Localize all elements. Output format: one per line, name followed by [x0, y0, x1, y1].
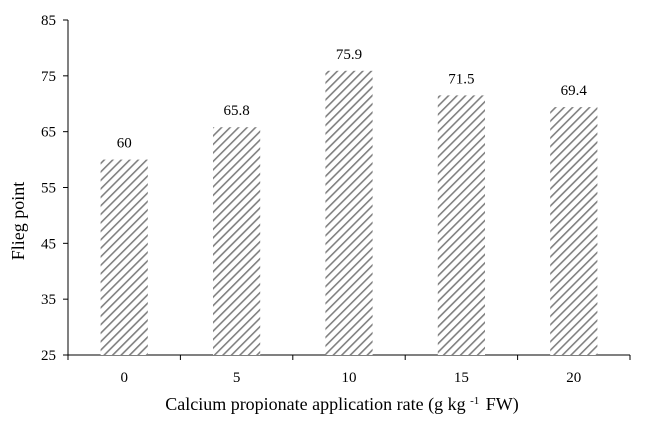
x-axis-title-main: Calcium propionate application rate (g k…: [165, 394, 470, 415]
data-labels: 60 65.8 75.9 71.5 69.4: [117, 47, 588, 152]
x-tick-label: 10: [342, 370, 357, 386]
bar: [437, 95, 486, 355]
y-tick-label: 25: [41, 348, 56, 364]
bar: [100, 159, 148, 355]
x-tick-label: 15: [454, 370, 469, 386]
bar: [550, 107, 598, 355]
x-tick-label: 5: [233, 370, 241, 386]
bar: [325, 70, 373, 355]
y-tick-label: 75: [41, 69, 56, 85]
y-tick-label: 55: [41, 181, 56, 197]
bars: [100, 70, 598, 355]
data-label: 75.9: [336, 47, 362, 63]
y-tick-label: 65: [41, 125, 56, 141]
y-tick-label: 85: [41, 13, 56, 29]
x-axis-title-unit: FW): [486, 394, 519, 415]
y-axis-title: Flieg point: [8, 182, 28, 261]
data-label: 60: [117, 136, 132, 152]
data-label: 69.4: [561, 83, 588, 99]
data-label: 65.8: [223, 103, 249, 119]
x-tick-label: 20: [566, 370, 581, 386]
x-axis-title-superscript: -1: [470, 395, 479, 407]
y-tick-label: 45: [41, 236, 56, 252]
y-axis: 25 35 45 55 65 75 85: [41, 13, 69, 364]
x-tick-label: 0: [120, 370, 128, 386]
y-tick-label: 35: [41, 292, 56, 308]
data-label: 71.5: [448, 71, 474, 87]
bar: [212, 127, 261, 355]
x-axis: 0 5 10 15 20: [67, 354, 631, 386]
x-axis-title: Calcium propionate application rate (g k…: [165, 394, 519, 415]
